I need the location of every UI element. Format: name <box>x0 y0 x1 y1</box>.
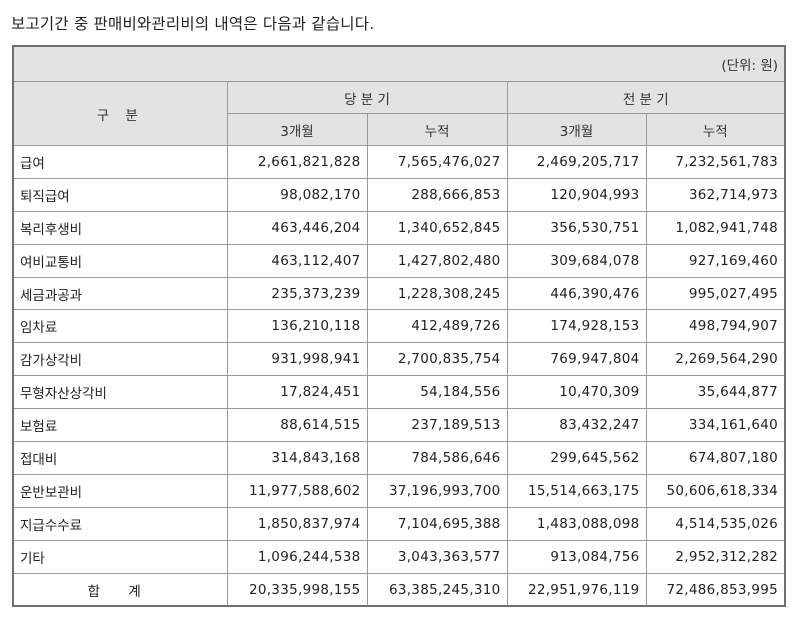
current-3month-header: 3개월 <box>226 113 368 146</box>
row-value: 498,794,907 <box>645 309 786 344</box>
row-value: 17,824,451 <box>226 375 368 410</box>
row-value: 1,228,308,245 <box>366 276 508 311</box>
row-label: 급여 <box>12 145 228 179</box>
table-row: 세금과공과 235,373,239 1,228,308,245 446,390,476… <box>12 276 786 311</box>
row-label: 복리후생비 <box>12 210 228 245</box>
unit-label: (단위: 원) <box>12 45 786 82</box>
row-value: 37,196,993,700 <box>366 473 508 508</box>
row-value: 913,084,756 <box>506 539 647 574</box>
total-row: 합 계 20,335,998,155 63,385,245,310 22,951,97… <box>12 572 786 607</box>
row-label: 감가상각비 <box>12 342 228 377</box>
current-period-header: 당 분 기 <box>226 81 508 114</box>
row-value: 4,514,535,026 <box>645 506 786 541</box>
table-row: 감가상각비 931,998,941 2,700,835,754 769,947,804… <box>12 342 786 377</box>
row-value: 2,469,205,717 <box>506 145 647 179</box>
unit-row: (단위: 원) <box>12 45 786 82</box>
row-value: 309,684,078 <box>506 243 647 278</box>
table-row: 무형자산상각비 17,824,451 54,184,556 10,470,309 35,… <box>12 375 786 410</box>
row-label: 기타 <box>12 539 228 574</box>
row-value: 299,645,562 <box>506 441 647 475</box>
table-row: 여비교통비 463,112,407 1,427,802,480 309,684,078… <box>12 243 786 278</box>
row-label: 여비교통비 <box>12 243 228 278</box>
row-value: 7,565,476,027 <box>366 145 508 179</box>
category-header: 구 분 <box>12 81 228 146</box>
row-label: 퇴직급여 <box>12 177 228 212</box>
row-value: 356,530,751 <box>506 210 647 245</box>
row-value: 3,043,363,577 <box>366 539 508 574</box>
row-label: 운반보관비 <box>12 473 228 508</box>
prior-3month-header: 3개월 <box>506 113 647 146</box>
row-label: 세금과공과 <box>12 276 228 311</box>
row-value: 463,446,204 <box>226 210 368 245</box>
table-row: 퇴직급여 98,082,170 288,666,853 120,904,993 362,… <box>12 177 786 212</box>
row-label: 보험료 <box>12 408 228 443</box>
row-value: 446,390,476 <box>506 276 647 311</box>
table-row: 기타 1,096,244,538 3,043,363,577 913,084,756 2… <box>12 539 786 574</box>
row-value: 1,082,941,748 <box>645 210 786 245</box>
row-value: 50,606,618,334 <box>645 473 786 508</box>
row-value: 83,432,247 <box>506 408 647 443</box>
row-value: 10,470,309 <box>506 375 647 410</box>
table-row: 접대비 314,843,168 784,586,646 299,645,562 674,… <box>12 441 786 475</box>
total-value: 22,951,976,119 <box>506 572 647 607</box>
row-value: 174,928,153 <box>506 309 647 344</box>
section-title: 보고기간 중 판매비와관리비의 내역은 다음과 같습니다. <box>11 15 375 33</box>
row-value: 235,373,239 <box>226 276 368 311</box>
table-row: 급여 2,661,821,828 7,565,476,027 2,469,205,71… <box>12 145 786 179</box>
current-cumulative-header: 누적 <box>366 113 508 146</box>
prior-cumulative-header: 누적 <box>645 113 786 146</box>
row-value: 2,269,564,290 <box>645 342 786 377</box>
prior-period-header: 전 분 기 <box>506 81 786 114</box>
table-row: 임차료 136,210,118 412,489,726 174,928,153 498,… <box>12 309 786 344</box>
total-label: 합 계 <box>12 572 228 607</box>
row-value: 1,096,244,538 <box>226 539 368 574</box>
table-row: 복리후생비 463,446,204 1,340,652,845 356,530,751… <box>12 210 786 245</box>
row-value: 463,112,407 <box>226 243 368 278</box>
row-value: 314,843,168 <box>226 441 368 475</box>
row-label: 지급수수료 <box>12 506 228 541</box>
row-value: 334,161,640 <box>645 408 786 443</box>
table-row: 운반보관비 11,977,588,602 37,196,993,700 15,514,… <box>12 473 786 508</box>
row-value: 362,714,973 <box>645 177 786 212</box>
row-value: 7,232,561,783 <box>645 145 786 179</box>
sga-expense-table: (단위: 원) 구 분 당 분 기 전 분 기 3개월 누적 3개월 누적 급여… <box>12 45 787 608</box>
total-value: 63,385,245,310 <box>366 572 508 607</box>
row-label: 무형자산상각비 <box>12 375 228 410</box>
row-value: 7,104,695,388 <box>366 506 508 541</box>
row-value: 412,489,726 <box>366 309 508 344</box>
row-value: 237,189,513 <box>366 408 508 443</box>
table-body: 급여 2,661,821,828 7,565,476,027 2,469,205,71… <box>12 145 786 607</box>
row-value: 120,904,993 <box>506 177 647 212</box>
row-value: 931,998,941 <box>226 342 368 377</box>
total-value: 72,486,853,995 <box>645 572 786 607</box>
row-value: 927,169,460 <box>645 243 786 278</box>
row-value: 2,952,312,282 <box>645 539 786 574</box>
row-value: 15,514,663,175 <box>506 473 647 508</box>
row-value: 288,666,853 <box>366 177 508 212</box>
row-value: 2,661,821,828 <box>226 145 368 179</box>
row-value: 136,210,118 <box>226 309 368 344</box>
row-value: 1,427,802,480 <box>366 243 508 278</box>
row-value: 2,700,835,754 <box>366 342 508 377</box>
row-value: 35,644,877 <box>645 375 786 410</box>
row-value: 995,027,495 <box>645 276 786 311</box>
row-label: 임차료 <box>12 309 228 344</box>
header-row-1: 구 분 당 분 기 전 분 기 <box>12 81 786 146</box>
table-row: 지급수수료 1,850,837,974 7,104,695,388 1,483,088… <box>12 506 786 541</box>
row-value: 1,850,837,974 <box>226 506 368 541</box>
row-value: 1,340,652,845 <box>366 210 508 245</box>
row-value: 1,483,088,098 <box>506 506 647 541</box>
header-row-2: 3개월 누적 3개월 누적 <box>13 113 786 146</box>
row-label: 접대비 <box>12 441 228 475</box>
total-value: 20,335,998,155 <box>226 572 368 607</box>
row-value: 88,614,515 <box>226 408 368 443</box>
row-value: 674,807,180 <box>645 441 786 475</box>
table-row: 보험료 88,614,515 237,189,513 83,432,247 334,16… <box>12 408 786 443</box>
row-value: 11,977,588,602 <box>226 473 368 508</box>
row-value: 54,184,556 <box>366 375 508 410</box>
row-value: 98,082,170 <box>226 177 368 212</box>
row-value: 784,586,646 <box>366 441 508 475</box>
row-value: 769,947,804 <box>506 342 647 377</box>
